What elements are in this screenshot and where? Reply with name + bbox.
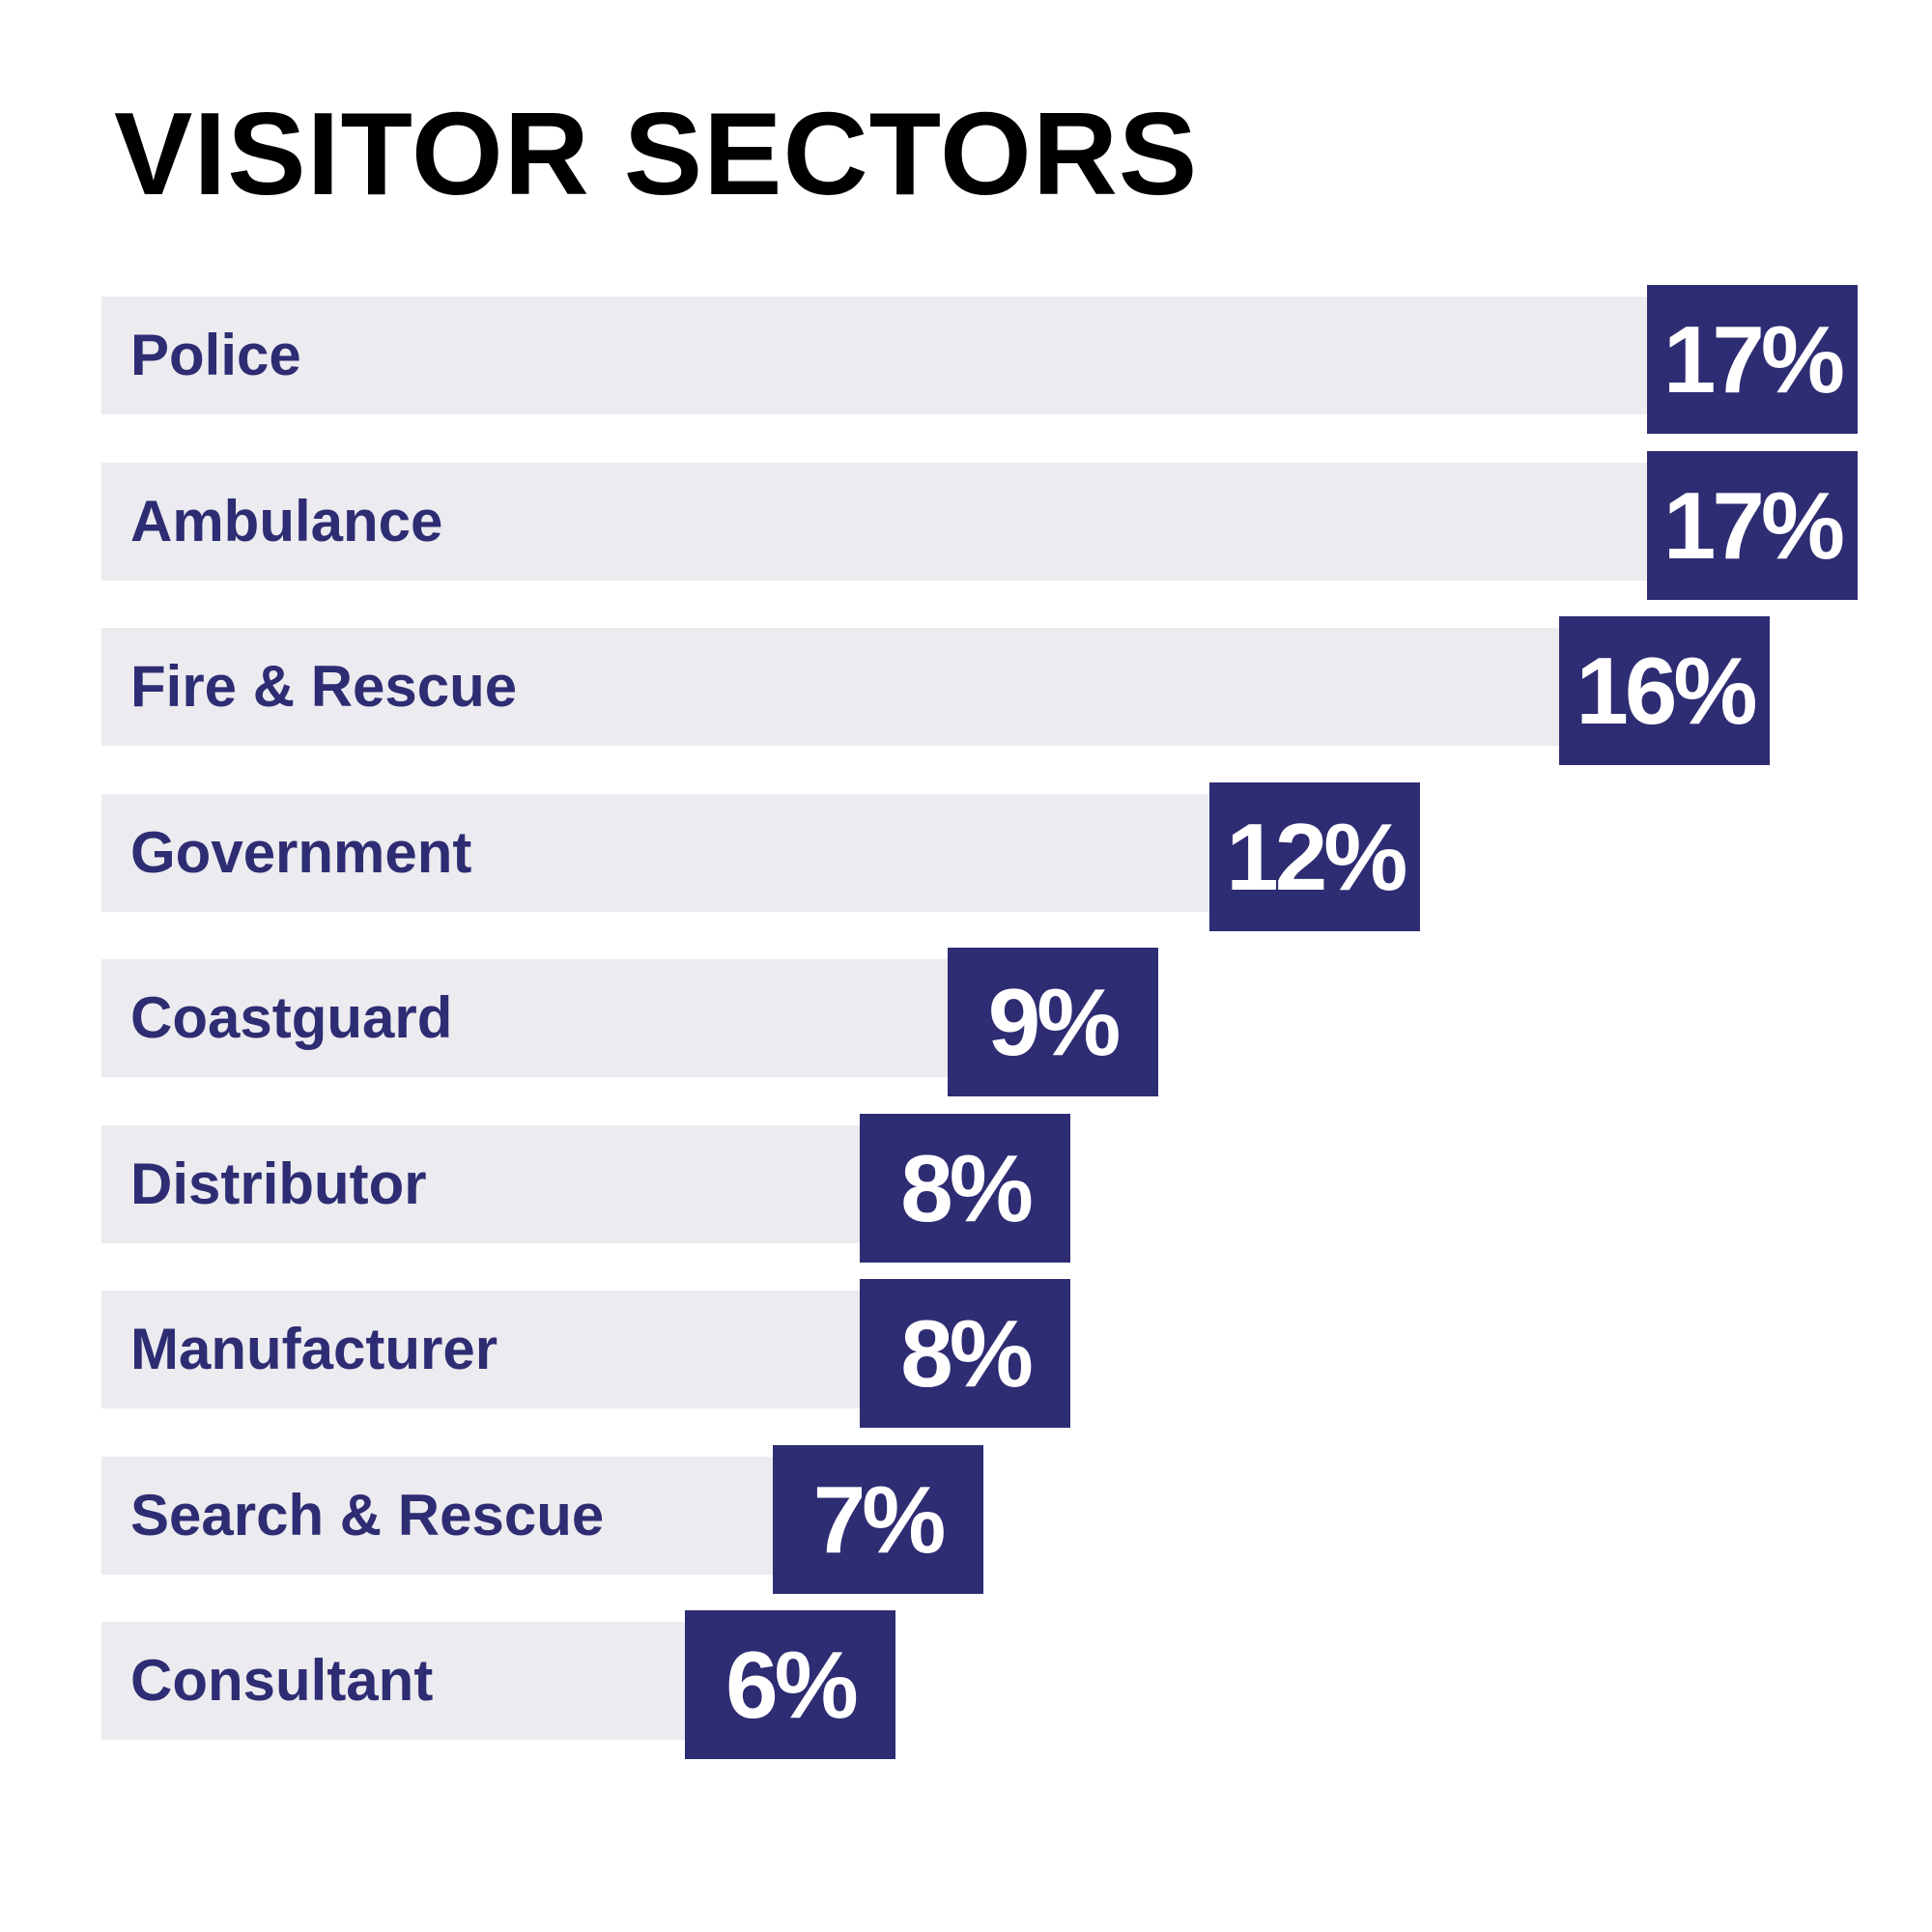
bar-value-box: 8% [860, 1113, 1071, 1263]
bar-value-box: 8% [860, 1279, 1071, 1428]
bar-value-box: 9% [947, 948, 1158, 1096]
bar-value-box: 7% [772, 1444, 983, 1594]
category-label: Search & Rescue [130, 1482, 605, 1548]
bar-track [101, 628, 1562, 746]
bar-track [101, 297, 1649, 414]
value-label: 17% [1662, 471, 1845, 579]
category-label: Manufacturer [130, 1317, 498, 1381]
bar-track [101, 959, 950, 1077]
bar-value-box: 12% [1209, 781, 1421, 931]
value-label: 9% [987, 969, 1122, 1075]
category-label: Ambulance [130, 488, 443, 554]
bar-value-box: 17% [1647, 450, 1858, 600]
bar-track [101, 462, 1649, 581]
bar-value-box: 6% [685, 1610, 895, 1759]
value-label: 17% [1662, 306, 1845, 412]
category-label: Fire & Rescue [130, 654, 518, 719]
category-label: Coastguard [130, 985, 453, 1050]
bar-track [101, 793, 1212, 912]
value-label: 16% [1576, 638, 1757, 744]
value-label: 12% [1226, 803, 1407, 910]
bar-track [101, 1291, 863, 1408]
chart-title: VISITOR SECTORS [114, 88, 1199, 219]
category-label: Consultant [130, 1648, 434, 1713]
bar-track [101, 1124, 863, 1243]
bar-track [101, 1622, 687, 1740]
category-label: Police [130, 323, 301, 387]
bar-value-box: 16% [1559, 616, 1771, 765]
value-label: 8% [900, 1134, 1034, 1241]
bar-value-box: 17% [1647, 285, 1858, 434]
value-label: 7% [812, 1465, 947, 1573]
category-label: Distributor [130, 1151, 427, 1216]
category-label: Government [130, 819, 472, 885]
bar-track [101, 1456, 775, 1575]
value-label: 6% [725, 1632, 859, 1738]
value-label: 8% [900, 1300, 1034, 1406]
